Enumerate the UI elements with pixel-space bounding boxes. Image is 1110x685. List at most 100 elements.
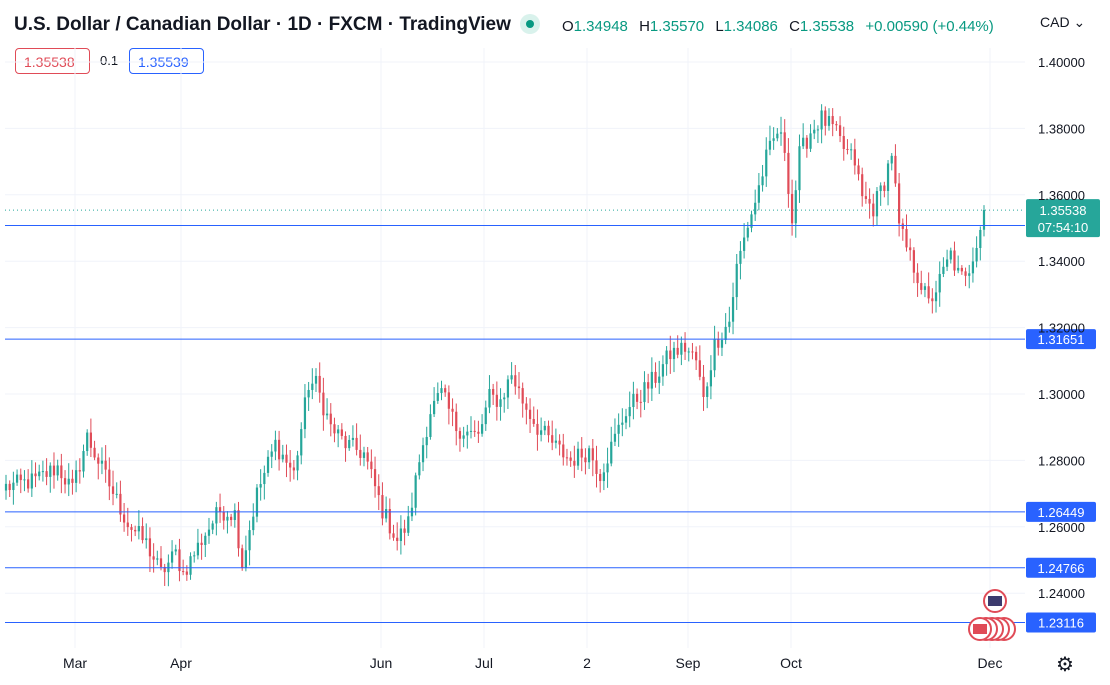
market-open-status-icon[interactable] [520, 14, 540, 34]
candle-body [735, 263, 738, 298]
gear-icon[interactable]: ⚙ [1056, 654, 1074, 676]
candle-body [573, 460, 576, 466]
x-tick-label: Apr [170, 655, 192, 671]
candle-body [137, 526, 140, 532]
candle-body [982, 210, 986, 230]
candle-body [93, 447, 96, 458]
candle-body [683, 342, 687, 352]
candle-body [436, 393, 439, 401]
candle-body [702, 376, 705, 397]
candle-body [244, 550, 247, 568]
candle-body [237, 510, 240, 549]
candle-body [698, 360, 701, 377]
candle-body [927, 286, 930, 299]
candle-body [890, 155, 893, 164]
candle-body [562, 444, 565, 458]
candle-body [392, 533, 395, 538]
candle-body [883, 185, 886, 191]
candle-body [661, 364, 665, 377]
price-level-label: 1.24766 [1038, 561, 1085, 576]
candle-body [875, 191, 879, 217]
candle-body [370, 461, 373, 470]
candle-body [953, 250, 956, 271]
candle-body [359, 449, 362, 458]
y-tick-label: 1.28000 [1038, 453, 1085, 468]
candle-body [617, 424, 620, 434]
candle-body [396, 537, 399, 542]
candle-body [790, 193, 794, 224]
candle-body [658, 376, 661, 383]
candle-body [909, 247, 912, 251]
candle-body [469, 430, 473, 432]
candle-body [602, 472, 605, 482]
candle-body [584, 457, 587, 463]
chevron-down-icon: ⌄ [1073, 14, 1086, 30]
price-level-label: 1.26449 [1038, 505, 1085, 520]
ohlc-values: O1.34948 H1.35570 L1.34086 C1.35538 +0.0… [562, 18, 1001, 35]
candle-body [588, 448, 591, 463]
candle-body [802, 137, 805, 147]
candle-body [126, 522, 129, 528]
canada-flag-icon [973, 624, 987, 634]
x-tick-label: Jul [475, 655, 493, 671]
candle-body [477, 431, 480, 434]
candle-body [325, 413, 329, 416]
candle-body [647, 382, 650, 389]
candle-body [691, 351, 694, 353]
candle-body [200, 542, 203, 545]
open-key: O [562, 18, 574, 35]
candle-body [650, 371, 653, 389]
candle-body [554, 440, 558, 443]
candle-body [916, 272, 919, 284]
candle-body [248, 530, 251, 551]
candle-body [30, 473, 33, 489]
candle-body [853, 149, 856, 166]
candle-body [318, 375, 321, 393]
candle-body [196, 542, 200, 556]
candle-body [613, 433, 617, 442]
candle-body [414, 475, 417, 508]
y-tick-label: 1.36000 [1038, 188, 1085, 203]
candle-body [8, 483, 11, 491]
spread-value: 0.1 [100, 53, 119, 68]
candle-body [665, 350, 668, 365]
candle-body [931, 298, 934, 302]
candle-body [528, 409, 532, 419]
candle-body [816, 129, 820, 131]
candle-body [525, 403, 528, 410]
candle-body [643, 382, 646, 403]
candle-body [440, 388, 443, 394]
candle-body [536, 423, 539, 435]
candle-body [241, 548, 244, 568]
candle-body [49, 465, 52, 477]
candle-body [709, 370, 713, 387]
candle-body [776, 133, 779, 139]
candle-body [886, 163, 890, 191]
candle-body [322, 392, 325, 416]
candle-body [506, 379, 510, 398]
candle-body [444, 388, 447, 393]
candle-body [145, 538, 148, 541]
candle-body [547, 425, 550, 436]
currency-selector[interactable]: CAD ⌄ [1040, 14, 1085, 31]
candle-body [632, 393, 635, 408]
candle-body [923, 286, 927, 290]
candle-body [599, 473, 602, 482]
candle-body [543, 425, 546, 431]
candle-body [373, 469, 377, 487]
last-price-label: 1.35538 [1040, 203, 1087, 218]
candle-body [783, 132, 786, 153]
candle-body [86, 432, 89, 452]
candle-body [300, 429, 303, 456]
candle-body [156, 558, 159, 560]
symbol-title: U.S. Dollar / Canadian Dollar · 1D · FXC… [14, 14, 511, 35]
currency-label: CAD [1040, 14, 1070, 30]
candle-body [971, 261, 975, 274]
candle-body [19, 474, 22, 481]
candle-body [130, 527, 133, 530]
candle-body [610, 441, 613, 464]
close-value: 1.35538 [799, 18, 855, 35]
candle-body [934, 292, 938, 302]
candle-body [182, 571, 185, 573]
